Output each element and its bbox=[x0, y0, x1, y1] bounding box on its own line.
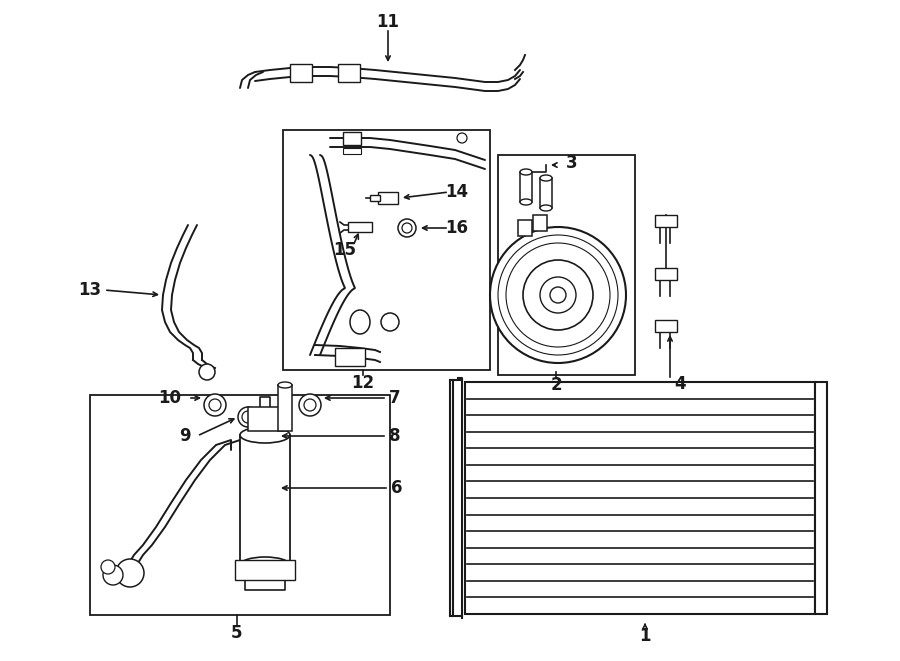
Circle shape bbox=[550, 287, 566, 303]
Text: 3: 3 bbox=[566, 154, 578, 172]
Bar bbox=[370, 195, 380, 201]
Bar bbox=[335, 348, 365, 366]
Text: 16: 16 bbox=[446, 219, 469, 237]
Bar bbox=[540, 178, 552, 208]
Circle shape bbox=[523, 260, 593, 330]
Bar bbox=[533, 215, 547, 231]
Circle shape bbox=[490, 227, 626, 363]
Text: 13: 13 bbox=[78, 281, 102, 299]
Circle shape bbox=[540, 277, 576, 313]
Bar bbox=[520, 172, 532, 202]
Circle shape bbox=[398, 219, 416, 237]
Ellipse shape bbox=[278, 382, 292, 388]
Bar bbox=[655, 215, 677, 227]
Circle shape bbox=[103, 565, 123, 585]
Bar bbox=[338, 64, 360, 82]
Text: 12: 12 bbox=[351, 374, 374, 392]
Text: 4: 4 bbox=[674, 375, 686, 393]
Text: 15: 15 bbox=[334, 241, 356, 259]
Circle shape bbox=[299, 394, 321, 416]
Circle shape bbox=[381, 313, 399, 331]
Text: 6: 6 bbox=[392, 479, 403, 497]
Text: 14: 14 bbox=[446, 183, 469, 201]
Circle shape bbox=[242, 411, 254, 423]
Text: 11: 11 bbox=[376, 13, 400, 31]
Ellipse shape bbox=[540, 205, 552, 211]
Bar bbox=[465, 382, 815, 614]
Ellipse shape bbox=[520, 169, 532, 175]
Circle shape bbox=[402, 223, 412, 233]
Bar bbox=[498, 155, 635, 375]
Bar bbox=[348, 222, 372, 232]
Text: 5: 5 bbox=[231, 624, 243, 642]
Circle shape bbox=[238, 407, 258, 427]
Bar bbox=[343, 148, 361, 154]
Ellipse shape bbox=[240, 427, 290, 443]
Bar bbox=[655, 268, 677, 280]
Text: 1: 1 bbox=[639, 627, 651, 645]
Bar bbox=[506, 245, 606, 315]
Ellipse shape bbox=[540, 175, 552, 181]
Circle shape bbox=[498, 235, 618, 355]
Bar bbox=[283, 130, 490, 370]
Text: 9: 9 bbox=[179, 427, 191, 445]
Bar bbox=[343, 132, 361, 145]
Circle shape bbox=[199, 364, 215, 380]
Bar bbox=[278, 385, 292, 431]
Text: 8: 8 bbox=[389, 427, 400, 445]
Circle shape bbox=[506, 243, 610, 347]
Circle shape bbox=[101, 560, 115, 574]
Bar bbox=[248, 407, 284, 431]
Bar bbox=[518, 220, 532, 236]
Text: 7: 7 bbox=[389, 389, 400, 407]
Ellipse shape bbox=[240, 557, 290, 573]
Bar bbox=[815, 382, 827, 614]
Bar bbox=[90, 395, 390, 615]
Text: 10: 10 bbox=[158, 389, 182, 407]
Text: 2: 2 bbox=[550, 376, 562, 394]
Circle shape bbox=[457, 133, 467, 143]
Ellipse shape bbox=[350, 310, 370, 334]
Bar bbox=[378, 192, 398, 204]
Bar bbox=[235, 560, 295, 580]
Circle shape bbox=[116, 559, 144, 587]
Circle shape bbox=[304, 399, 316, 411]
Bar bbox=[290, 64, 312, 82]
Circle shape bbox=[209, 399, 221, 411]
Bar bbox=[655, 320, 677, 332]
Circle shape bbox=[204, 394, 226, 416]
Bar bbox=[240, 435, 290, 565]
Ellipse shape bbox=[520, 199, 532, 205]
